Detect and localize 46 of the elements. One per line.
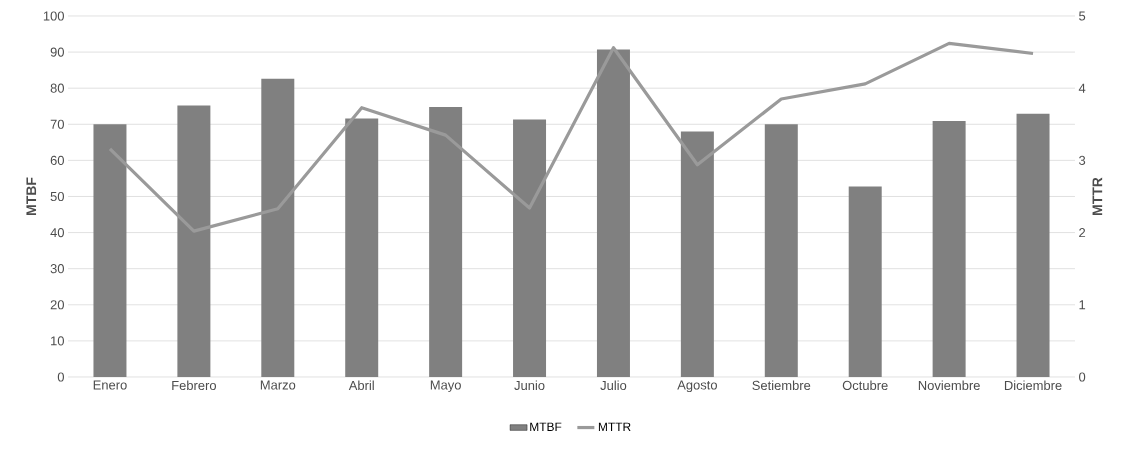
y2-tick-label: 5 bbox=[1079, 11, 1086, 21]
bar bbox=[764, 124, 798, 377]
x-tick-label: Mayo bbox=[430, 380, 461, 393]
y-tick-label: 20 bbox=[50, 300, 64, 310]
bar bbox=[680, 131, 714, 377]
y-tick-label: 60 bbox=[50, 155, 64, 165]
x-tick-label: Abril bbox=[348, 380, 374, 391]
y-tick-label: 30 bbox=[50, 264, 64, 274]
y-tick-label: 0 bbox=[57, 372, 64, 382]
bar bbox=[513, 119, 547, 377]
y-tick-label: 90 bbox=[50, 47, 64, 57]
x-tick-label: Marzo bbox=[260, 380, 296, 390]
bar bbox=[1016, 113, 1050, 377]
x-tick-label: Enero bbox=[93, 380, 127, 390]
y2-tick-label: 0 bbox=[1079, 372, 1086, 382]
y-tick-label: 100 bbox=[43, 11, 64, 21]
bar bbox=[261, 78, 295, 377]
y2-axis-title: MTTR bbox=[1092, 177, 1103, 215]
legend-label: MTBF bbox=[530, 422, 562, 431]
y-tick-label: 10 bbox=[51, 336, 64, 346]
bar bbox=[345, 118, 379, 377]
bar bbox=[177, 105, 211, 377]
x-tick-label: Junio bbox=[514, 380, 545, 391]
y2-tick-label: 4 bbox=[1078, 83, 1086, 93]
y2-tick-label: 3 bbox=[1079, 155, 1086, 165]
y2-tick-label: 2 bbox=[1079, 228, 1086, 238]
y2-tick-label: 1 bbox=[1079, 300, 1086, 310]
bar bbox=[932, 121, 966, 377]
x-tick-label: Febrero bbox=[172, 380, 217, 391]
y-tick-label: 40 bbox=[50, 228, 64, 238]
y-tick-label: 70 bbox=[50, 119, 64, 129]
x-tick-label: Setiembre bbox=[752, 380, 811, 391]
y-tick-label: 50 bbox=[50, 191, 64, 202]
x-tick-label: Diciembre bbox=[1004, 380, 1062, 391]
bar bbox=[429, 106, 463, 377]
bar bbox=[93, 124, 127, 377]
x-tick-label: Julio bbox=[600, 380, 627, 391]
y-tick-label: 80 bbox=[50, 83, 64, 93]
bar bbox=[848, 186, 882, 377]
x-tick-label: Noviembre bbox=[918, 380, 980, 391]
line-series bbox=[108, 41, 1035, 233]
x-tick-label: Agosto bbox=[677, 380, 717, 393]
y-axis-title: MTBF bbox=[26, 177, 37, 215]
bar bbox=[596, 49, 630, 377]
x-tick-label: Octubre bbox=[842, 380, 888, 391]
legend-label: MTTR bbox=[598, 422, 631, 431]
